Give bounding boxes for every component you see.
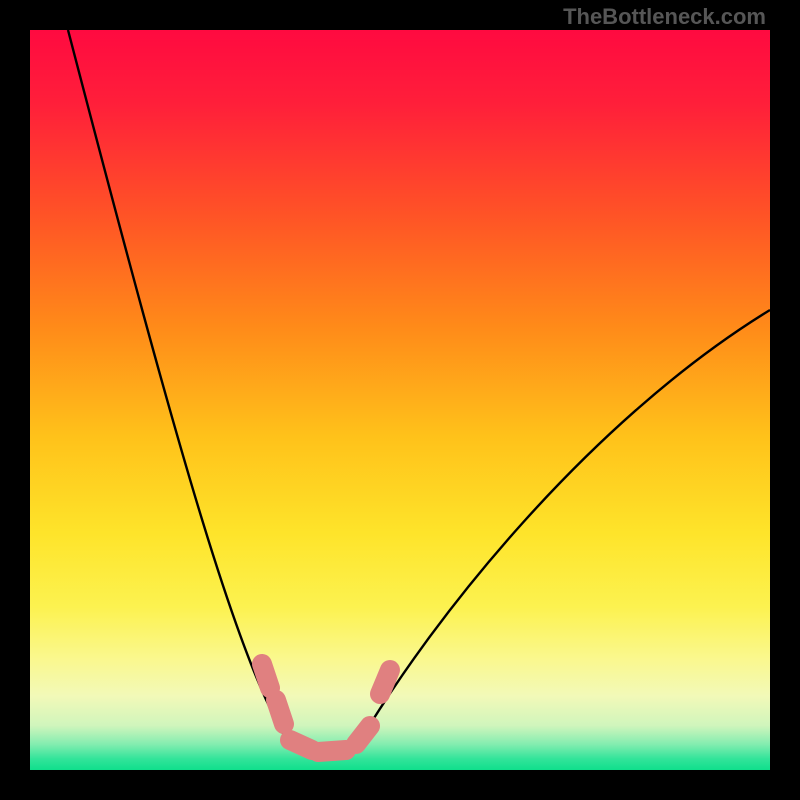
marker-capsule [262,664,270,688]
plot-area [30,30,770,770]
marker-capsule [318,750,346,752]
marker-capsule [356,726,370,744]
chart-frame: TheBottleneck.com [0,0,800,800]
curve-right [356,310,770,748]
bottleneck-curves [30,30,770,770]
marker-capsule [276,700,284,724]
curve-left [68,30,292,748]
data-markers [262,664,390,752]
marker-capsule [380,670,390,694]
watermark-text: TheBottleneck.com [563,4,766,30]
